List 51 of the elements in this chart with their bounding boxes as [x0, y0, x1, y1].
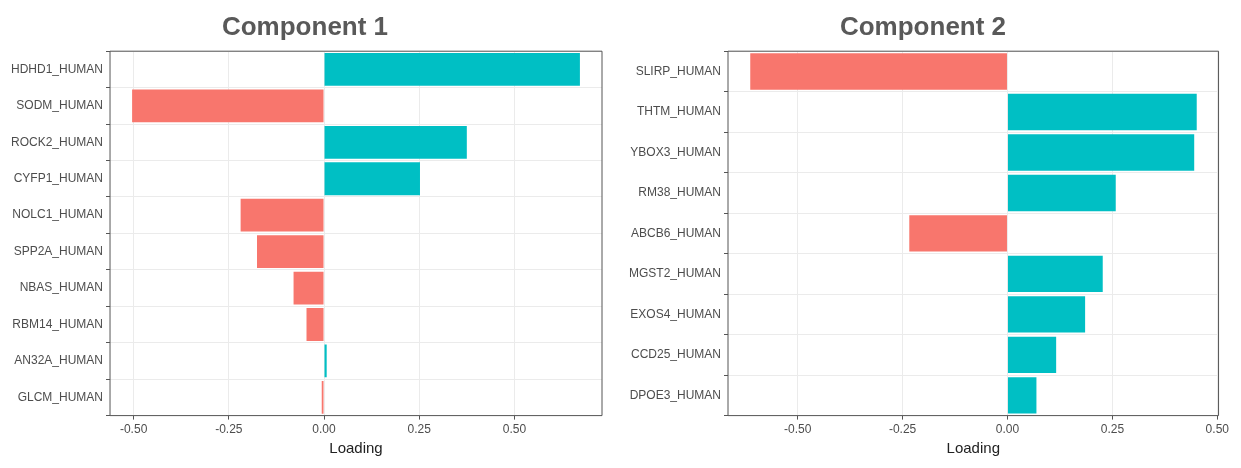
bar [324, 53, 580, 86]
y-tick-label: THTM_HUMAN [637, 104, 722, 119]
x-tick-label: -0.50 [783, 422, 812, 437]
y-tick-label: GLCM_HUMAN [17, 389, 104, 404]
bar [1007, 93, 1197, 131]
y-tick-label: RBM14_HUMAN [12, 316, 104, 331]
x-tick-label: 0.00 [995, 422, 1020, 437]
y-tick-label: ABCB6_HUMAN [630, 225, 722, 240]
y-tick-label: AN32A_HUMAN [14, 353, 104, 368]
bar [1007, 255, 1103, 293]
y-tick-label: NBAS_HUMAN [19, 280, 104, 295]
chart-title: Component 2 [839, 10, 1007, 41]
bar [132, 89, 324, 123]
y-tick-label: SODM_HUMAN [16, 98, 104, 113]
x-axis-title: Loading [329, 439, 383, 457]
x-tick-label: 0.50 [1205, 422, 1230, 437]
y-tick-label: SPP2A_HUMAN [13, 243, 104, 258]
bar [1007, 174, 1116, 212]
bar [240, 198, 324, 232]
y-tick-label: MGST2_HUMAN [628, 266, 722, 281]
x-tick-label: 0.25 [1100, 422, 1125, 437]
x-tick-label: 0.25 [407, 422, 432, 437]
bar [257, 235, 324, 269]
y-tick-label: HDHD1_HUMAN [11, 61, 104, 76]
y-tick-label: ROCK2_HUMAN [11, 134, 104, 149]
bar [306, 308, 324, 341]
y-tick-label: CCD25_HUMAN [630, 347, 722, 362]
x-tick-label: -0.25 [888, 422, 917, 437]
chart-title: Component 1 [221, 10, 389, 41]
y-tick-label: DPOE3_HUMAN [629, 387, 722, 402]
y-tick-label: SLIRP_HUMAN [635, 63, 722, 78]
bar [1007, 377, 1037, 414]
y-tick-label: RM38_HUMAN [638, 185, 722, 200]
bar [1007, 296, 1086, 333]
y-tick-label: CYFP1_HUMAN [13, 171, 104, 186]
x-tick-label: -0.50 [119, 422, 148, 437]
bar [909, 215, 1007, 252]
y-tick-label: NOLC1_HUMAN [12, 207, 104, 222]
bar [750, 53, 1007, 90]
x-tick-label: -0.25 [215, 422, 243, 437]
x-tick-label: 0.00 [312, 422, 337, 437]
x-tick-label: 0.50 [502, 422, 527, 437]
bar [324, 344, 327, 378]
y-tick-label: EXOS4_HUMAN [630, 306, 722, 321]
bar [1007, 336, 1057, 374]
bar [324, 125, 467, 159]
bar [324, 162, 420, 196]
bar [1007, 134, 1195, 171]
bar [293, 271, 324, 305]
y-tick-label: YBOX3_HUMAN [630, 144, 722, 159]
x-axis-title: Loading [946, 439, 1000, 457]
